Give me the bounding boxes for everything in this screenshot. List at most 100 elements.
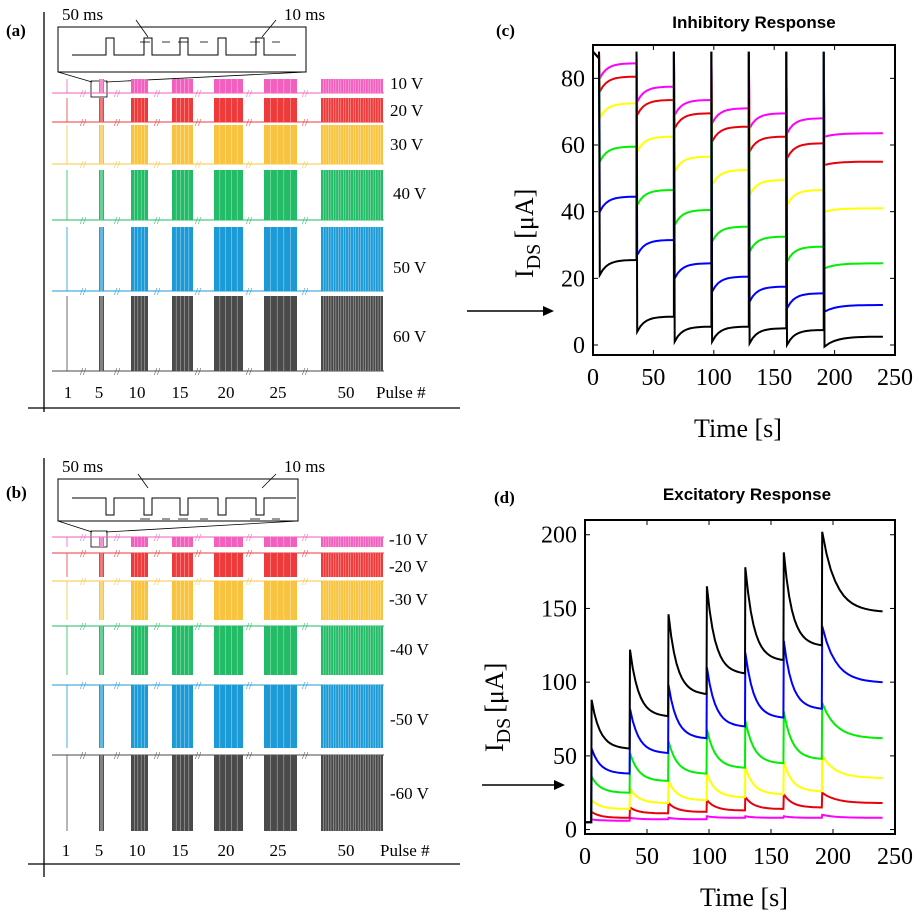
axis-break: //: [114, 159, 121, 171]
axis-break: //: [302, 159, 309, 171]
pulse-group: [172, 98, 193, 122]
chart-c: (c) Inhibitory Response Time [s] IDS [μA]…: [496, 13, 913, 443]
axis-break: //: [154, 117, 161, 129]
pulse-group: [172, 227, 193, 291]
panel-d-label: (d): [494, 488, 515, 507]
axis-break: //: [154, 366, 161, 378]
pulse-label: 25: [270, 383, 287, 402]
axis-break: //: [80, 117, 87, 129]
pulse-group: [131, 296, 148, 371]
axis-break: //: [80, 680, 87, 692]
pulse-group: [264, 170, 297, 220]
axis-break: //: [114, 576, 121, 588]
panel-b-pulse-trains: // // // // // // // // // // // // // // // // // // // //…: [52, 532, 384, 831]
x-tick-label: 200: [817, 365, 853, 391]
pulse-label: 10: [129, 383, 146, 402]
axis-break: //: [114, 621, 121, 633]
pulse-group: [214, 98, 243, 122]
axis-break: //: [114, 215, 121, 227]
axis-break: //: [114, 548, 121, 560]
pulse-group: [264, 125, 297, 164]
axis-break: //: [80, 159, 87, 171]
panel-a-zoom-line-left: [57, 71, 93, 83]
axis-break: //: [195, 215, 202, 227]
pulse-label: 5: [95, 383, 104, 402]
chart-c-xlabel: Time [s]: [694, 414, 782, 443]
pulse-group: [131, 79, 148, 93]
arrow-to-panel-c: [467, 306, 554, 316]
panel-b-voltage-labels: -10 V -20 V -30 V -40 V -50 V -60 V: [389, 530, 430, 803]
axis-break: //: [195, 88, 202, 100]
pulse-group: [214, 553, 243, 577]
ylabel-unit: [μA]: [510, 189, 539, 239]
panel-a-inset-pointer-right: [261, 19, 277, 38]
pulse-group: [131, 98, 148, 122]
pulse-group: [321, 79, 383, 93]
x-tick-label: 250: [877, 844, 913, 870]
axis-break: //: [80, 215, 87, 227]
x-tick-label: 200: [815, 844, 851, 870]
pulse-group: [214, 79, 243, 93]
pulse-group: [131, 227, 148, 291]
pulse-group: [172, 537, 193, 547]
x-tick-label: 250: [877, 365, 913, 391]
axis-break: //: [246, 159, 253, 171]
pulse-group: [214, 581, 243, 620]
pulse-group: [131, 755, 148, 831]
y-tick-label: 60: [561, 133, 585, 159]
pulse-axis-label: Pulse #: [376, 383, 426, 402]
panel-b-inset-pointer-right: [261, 473, 277, 489]
pulse-group: [131, 537, 148, 547]
pulse-label: 10: [129, 841, 146, 860]
axis-break: //: [154, 621, 161, 633]
axis-break: //: [114, 750, 121, 762]
axis-break: //: [246, 532, 253, 544]
pulse-group: [131, 626, 148, 675]
panel-c-label: (c): [496, 21, 515, 40]
y-tick-label: 200: [541, 523, 577, 549]
plot-frame: [592, 44, 896, 356]
pulse-label: 1: [64, 383, 73, 402]
x-tick-label: 0: [587, 365, 599, 391]
panel-b-zoom-line-right: [105, 520, 299, 533]
pulse-group: [172, 79, 193, 93]
pulse-group: [214, 755, 243, 831]
axis-break: //: [302, 286, 309, 298]
panel-a-inset-pointer-left: [135, 19, 149, 38]
axis-break: //: [195, 117, 202, 129]
voltage-label: 50 V: [393, 258, 427, 277]
pulse-group: [321, 685, 383, 748]
panel-a-inset-right-label: 10 ms: [284, 5, 325, 24]
series-line: [585, 531, 883, 824]
pulse-group: [321, 553, 383, 577]
axis-break: //: [246, 215, 253, 227]
pulse-group: [321, 626, 383, 675]
pulse-group: [131, 170, 148, 220]
panel-b-inset-box: [57, 478, 299, 522]
voltage-label: -60 V: [390, 784, 430, 803]
svg-text:IDS[μA]: IDS [μA]: [480, 663, 515, 752]
inset-waveform-line: [72, 497, 296, 516]
pulse-label: 50: [338, 383, 355, 402]
x-tick-label: 100: [691, 844, 727, 870]
axis-break: //: [154, 215, 161, 227]
pulse-group: [172, 755, 193, 831]
axis-break: //: [80, 366, 87, 378]
chart-d-ylabel: IDS [μA]: [480, 663, 515, 752]
pulse-label: 20: [218, 841, 235, 860]
pulse-group: [214, 537, 243, 547]
pulse-group: [264, 553, 297, 577]
panel-a: (a) 50 ms 10 ms ////////////////////////…: [6, 5, 460, 412]
axis-break: //: [114, 117, 121, 129]
pulse-group: [321, 755, 383, 831]
pulse-group: [264, 537, 297, 547]
axis-break: //: [195, 366, 202, 378]
pulse-group: [321, 98, 383, 122]
pulse-label: 5: [95, 841, 104, 860]
panel-a-inset-left-label: 50 ms: [62, 5, 103, 24]
pulse-group: [264, 755, 297, 831]
axis-break: //: [246, 576, 253, 588]
axis-break: //: [302, 680, 309, 692]
y-tick-label: 80: [561, 66, 585, 92]
svg-text:IDS[μA]: IDS [μA]: [510, 189, 545, 278]
